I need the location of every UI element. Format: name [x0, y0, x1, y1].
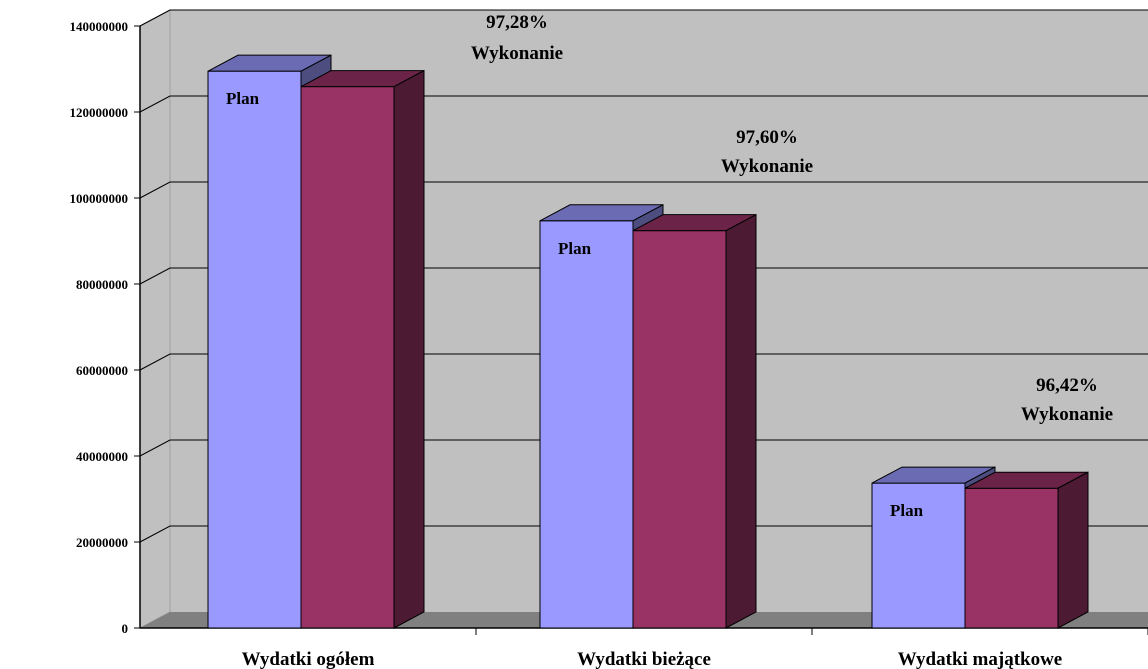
bar-label: Plan	[226, 89, 260, 108]
side-wall	[139, 9, 171, 629]
gridline	[139, 439, 1148, 457]
y-tick-label: 60000000	[76, 363, 128, 378]
gridline	[139, 353, 1148, 371]
annotation-percent: 97,28%	[486, 12, 548, 33]
gridline	[139, 181, 1148, 199]
bar	[964, 487, 1059, 629]
gridline	[139, 525, 1148, 543]
annotation-label: Wykonanie	[721, 156, 813, 177]
y-tick-label: 20000000	[76, 535, 128, 550]
annotation-percent: 96,42%	[1036, 375, 1098, 396]
x-category-label: Wydatki ogółem	[242, 649, 375, 669]
gridlines	[139, 9, 1148, 543]
annotation-label: Wykonanie	[1021, 404, 1113, 425]
bar-label: Plan	[558, 239, 592, 258]
y-tick-label: 140000000	[70, 19, 129, 34]
labels: Plan Wydatki ogółem Plan Wydatki bieżące Pla…	[226, 12, 1113, 669]
gridline	[139, 9, 1148, 27]
gridline	[139, 95, 1148, 113]
y-tick-label: 80000000	[76, 277, 128, 292]
bar	[539, 220, 634, 629]
y-tick-label: 0	[122, 621, 129, 636]
gridline	[139, 267, 1148, 285]
annotation-percent: 97,60%	[736, 127, 798, 148]
y-tick-label: 100000000	[70, 191, 129, 206]
bar-side	[1057, 471, 1089, 629]
y-tick-label: 120000000	[70, 105, 129, 120]
bar	[207, 70, 302, 629]
x-category-label: Wydatki majątkowe	[898, 649, 1063, 669]
bar	[300, 86, 395, 629]
bars	[207, 54, 1089, 629]
x-category-label: Wydatki bieżące	[577, 649, 711, 669]
bar-side	[725, 213, 757, 629]
bar-label: Plan	[890, 501, 924, 520]
bar	[871, 482, 966, 629]
bar	[632, 230, 727, 629]
y-tick-label: 40000000	[76, 449, 128, 464]
annotation-label: Wykonanie	[471, 43, 563, 64]
bar-side	[393, 69, 425, 629]
